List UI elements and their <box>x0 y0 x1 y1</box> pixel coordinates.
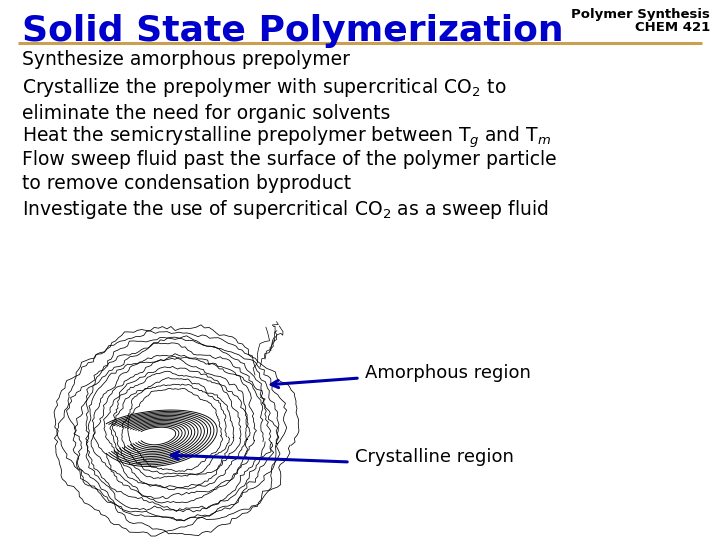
Text: Synthesize amorphous prepolymer: Synthesize amorphous prepolymer <box>22 50 350 69</box>
Text: Investigate the use of supercritical CO$_2$ as a sweep fluid: Investigate the use of supercritical CO$… <box>22 198 549 221</box>
Text: CHEM 421: CHEM 421 <box>635 21 710 34</box>
Text: Flow sweep fluid past the surface of the polymer particle
to remove condensation: Flow sweep fluid past the surface of the… <box>22 150 557 193</box>
Text: Crystalline region: Crystalline region <box>355 448 514 466</box>
Text: Solid State Polymerization: Solid State Polymerization <box>22 14 564 48</box>
Text: Crystallize the prepolymer with supercritical CO$_2$ to
eliminate the need for o: Crystallize the prepolymer with supercri… <box>22 76 506 123</box>
Text: Amorphous region: Amorphous region <box>365 364 531 382</box>
Text: Heat the semicrystalline prepolymer between T$_g$ and T$_m$: Heat the semicrystalline prepolymer betw… <box>22 124 552 150</box>
Text: Polymer Synthesis: Polymer Synthesis <box>571 8 710 21</box>
